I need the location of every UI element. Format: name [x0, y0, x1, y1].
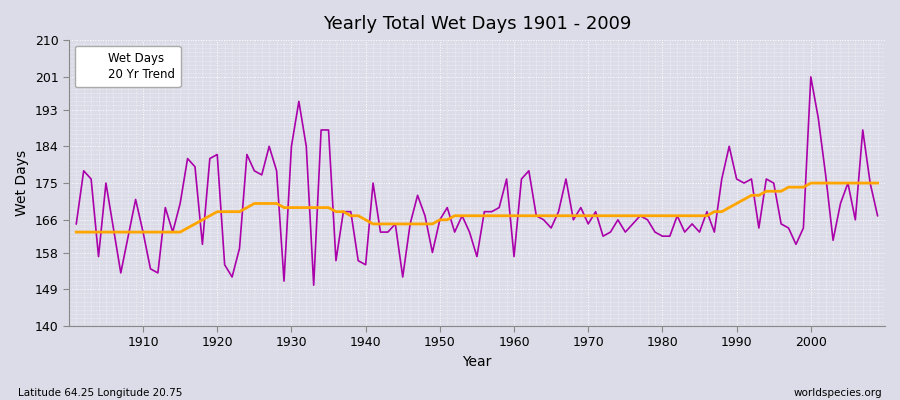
Line: Wet Days: Wet Days [76, 77, 878, 285]
Text: Latitude 64.25 Longitude 20.75: Latitude 64.25 Longitude 20.75 [18, 388, 183, 398]
Line: 20 Yr Trend: 20 Yr Trend [76, 183, 878, 232]
Wet Days [872, 213, 883, 218]
Wet Days [605, 230, 616, 234]
Text: worldspecies.org: worldspecies.org [794, 388, 882, 398]
20 Yr Trend [71, 230, 82, 234]
20 Yr Trend [338, 209, 349, 214]
Wet Days [516, 176, 526, 181]
Wet Days [806, 74, 816, 79]
Wet Days [71, 222, 82, 226]
20 Yr Trend [130, 230, 141, 234]
20 Yr Trend [872, 181, 883, 186]
20 Yr Trend [598, 213, 608, 218]
Legend: Wet Days, 20 Yr Trend: Wet Days, 20 Yr Trend [75, 46, 181, 87]
20 Yr Trend [501, 213, 512, 218]
Wet Days [293, 99, 304, 104]
Y-axis label: Wet Days: Wet Days [15, 150, 29, 216]
Wet Days [508, 254, 519, 259]
Title: Yearly Total Wet Days 1901 - 2009: Yearly Total Wet Days 1901 - 2009 [323, 15, 631, 33]
20 Yr Trend [806, 181, 816, 186]
X-axis label: Year: Year [463, 355, 491, 369]
Wet Days [346, 209, 356, 214]
Wet Days [130, 197, 141, 202]
20 Yr Trend [293, 205, 304, 210]
Wet Days [309, 283, 320, 288]
20 Yr Trend [508, 213, 519, 218]
